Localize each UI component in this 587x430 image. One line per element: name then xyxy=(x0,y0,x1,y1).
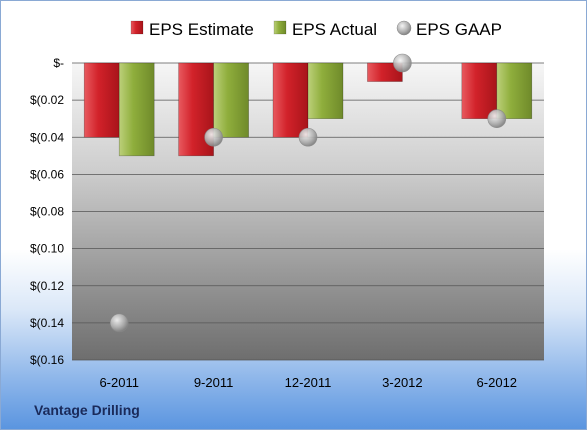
legend-label: EPS GAAP xyxy=(416,20,502,39)
gaap-markers xyxy=(109,53,507,333)
y-tick-label: $(0.08 xyxy=(30,205,64,219)
y-tick-label: $(0.10 xyxy=(30,242,64,256)
x-axis-ticks: 6-2011 9-2011 12-2011 3-2012 6-2012 xyxy=(99,375,517,390)
bar-eps-estimate xyxy=(83,62,120,138)
marker-eps-gaap xyxy=(487,109,507,128)
marker-eps-gaap xyxy=(298,127,318,147)
y-tick-label: $(0.12 xyxy=(30,279,64,293)
x-tick-label: 12-2011 xyxy=(285,375,332,390)
marker-eps-gaap xyxy=(393,53,412,73)
y-axis-ticks: $- $(0.02 $(0.04 $(0.06 $(0.08 $(0.10 $(0.12 $(… xyxy=(30,56,64,367)
y-tick-label: $(0.04 xyxy=(30,130,64,144)
y-tick-label: $(0.16 xyxy=(30,353,64,367)
bar-eps-actual xyxy=(307,62,344,119)
bar-eps-actual xyxy=(118,62,155,157)
legend: EPS Estimate EPS Actual EPS GAAP xyxy=(130,20,502,39)
bar-eps-estimate xyxy=(461,62,498,119)
y-tick-label: $(0.06 xyxy=(30,167,64,181)
marker-eps-gaap xyxy=(109,313,129,333)
legend-swatch xyxy=(130,20,144,35)
x-tick-label: 3-2012 xyxy=(382,375,422,390)
y-tick-label: $(0.02 xyxy=(30,93,64,107)
legend-label: EPS Estimate xyxy=(149,20,254,39)
bars xyxy=(83,62,533,157)
bar-eps-estimate xyxy=(272,62,309,138)
x-tick-label: 9-2011 xyxy=(194,375,234,390)
company-label: Vantage Drilling xyxy=(34,402,140,418)
bar-eps-actual xyxy=(213,62,249,138)
legend-swatch xyxy=(273,20,287,35)
legend-label: EPS Actual xyxy=(292,20,377,39)
bar-eps-actual xyxy=(496,62,533,119)
legend-swatch xyxy=(396,20,412,36)
marker-eps-gaap xyxy=(204,127,223,147)
x-tick-label: 6-2012 xyxy=(477,375,517,390)
x-tick-label: 6-2011 xyxy=(99,375,139,390)
y-tick-label: $(0.14 xyxy=(30,316,64,330)
y-tick-label: $- xyxy=(53,56,64,70)
